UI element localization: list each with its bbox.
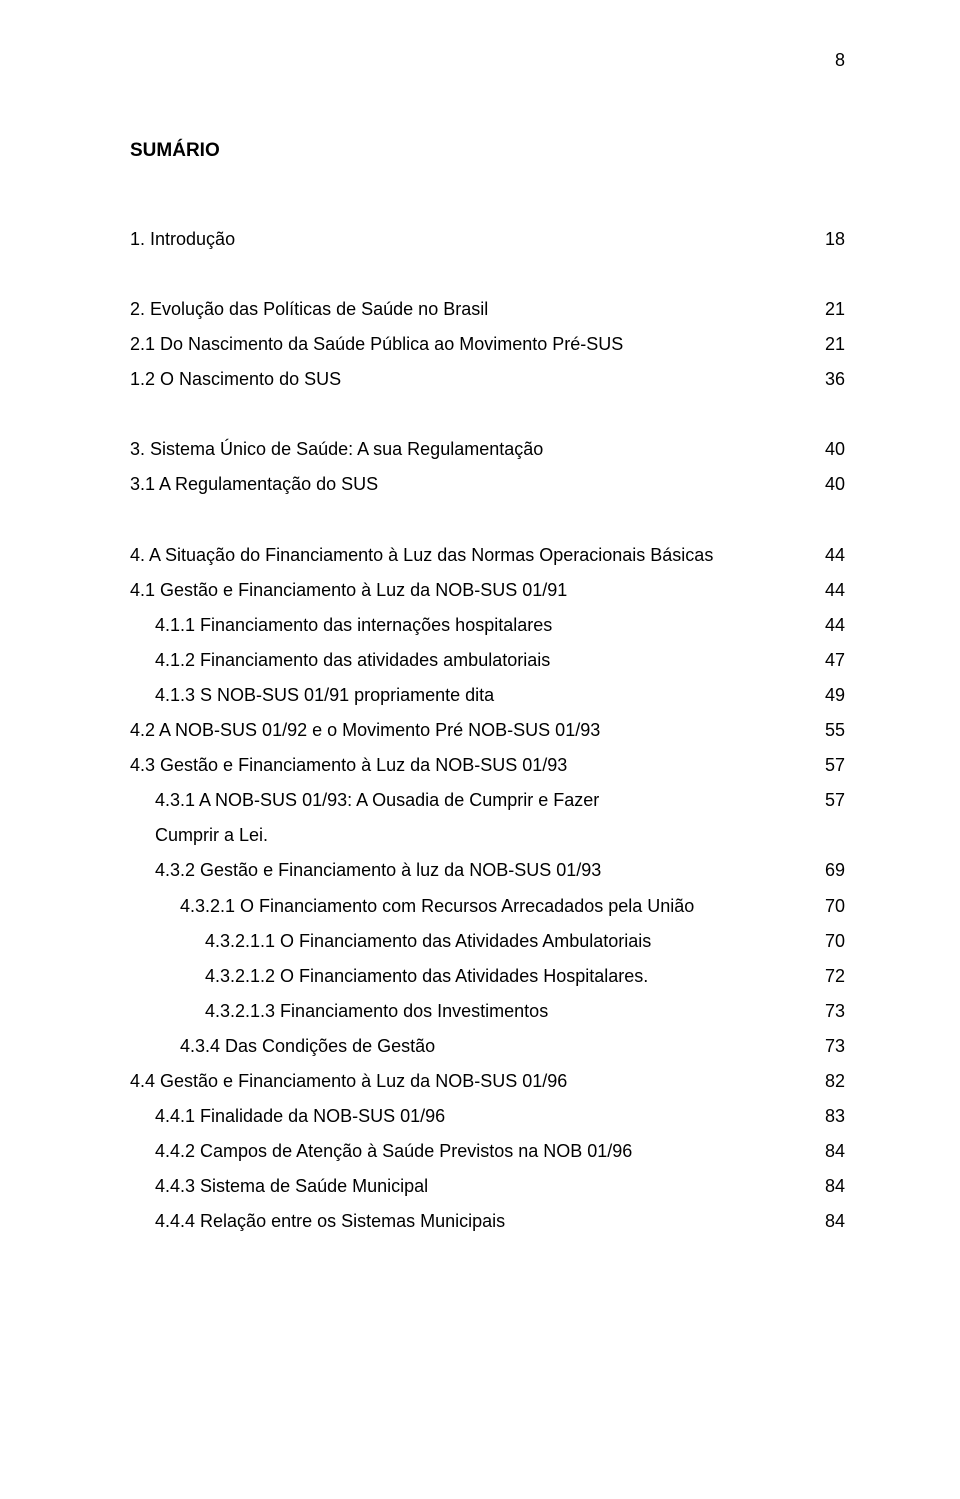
toc-spacer <box>130 257 845 292</box>
toc-entry-page: 44 <box>815 573 845 608</box>
toc-entry-page: 44 <box>815 608 845 643</box>
toc-entry-page: 21 <box>815 292 845 327</box>
toc-entry-page: 40 <box>815 432 845 467</box>
toc-entry-label: 4.3.2 Gestão e Financiamento à luz da NO… <box>130 853 815 888</box>
toc-row: 2.1 Do Nascimento da Saúde Pública ao Mo… <box>130 327 845 362</box>
toc-row: 3.1 A Regulamentação do SUS40 <box>130 467 845 502</box>
toc-entry-label: 3.1 A Regulamentação do SUS <box>130 467 815 502</box>
page-number: 8 <box>835 50 845 71</box>
toc-entry-page: 84 <box>815 1169 845 1204</box>
toc-entry-page: 40 <box>815 467 845 502</box>
toc-entry-page: 49 <box>815 678 845 713</box>
toc-entry-page: 36 <box>815 362 845 397</box>
toc-row: 4.3 Gestão e Financiamento à Luz da NOB-… <box>130 748 845 783</box>
toc-row: 4.3.2.1.1 O Financiamento das Atividades… <box>130 924 845 959</box>
toc-entry-label: 1. Introdução <box>130 222 815 257</box>
toc-entry-label: 4.3.4 Das Condições de Gestão <box>130 1029 815 1064</box>
toc-entry-label: 4.4.3 Sistema de Saúde Municipal <box>130 1169 815 1204</box>
toc-entry-label: 4.4.1 Finalidade da NOB-SUS 01/96 <box>130 1099 815 1134</box>
toc-entry-page: 84 <box>815 1204 845 1239</box>
toc-entry-page: 47 <box>815 643 845 678</box>
toc-entry-label: 2. Evolução das Políticas de Saúde no Br… <box>130 292 815 327</box>
toc-row: 4. A Situação do Financiamento à Luz das… <box>130 538 845 573</box>
toc-row: 4.3.2.1.2 O Financiamento das Atividades… <box>130 959 845 994</box>
toc-spacer <box>130 503 845 538</box>
toc-entry-page: 73 <box>815 1029 845 1064</box>
toc-entry-label: 4.3.2.1.1 O Financiamento das Atividades… <box>130 924 815 959</box>
toc-row: Cumprir a Lei. <box>130 818 845 853</box>
toc-entry-label: 4.4.2 Campos de Atenção à Saúde Previsto… <box>130 1134 815 1169</box>
toc-entry-label: 4.4.4 Relação entre os Sistemas Municipa… <box>130 1204 815 1239</box>
toc-title: SUMÁRIO <box>130 140 845 162</box>
toc-entry-page: 70 <box>815 924 845 959</box>
document-content: SUMÁRIO 1. Introdução182. Evolução das P… <box>0 0 960 1239</box>
toc-row: 4.3.2.1.3 Financiamento dos Investimento… <box>130 994 845 1029</box>
toc-entry-label: 4.1.2 Financiamento das atividades ambul… <box>130 643 815 678</box>
toc-row: 4.1 Gestão e Financiamento à Luz da NOB-… <box>130 573 845 608</box>
toc-entry-page: 84 <box>815 1134 845 1169</box>
toc-entry-page: 82 <box>815 1064 845 1099</box>
toc-entry-label: 4. A Situação do Financiamento à Luz das… <box>130 538 815 573</box>
toc-entry-label: 4.3.2.1 O Financiamento com Recursos Arr… <box>130 889 815 924</box>
toc-row: 2. Evolução das Políticas de Saúde no Br… <box>130 292 845 327</box>
toc-row: 4.4.3 Sistema de Saúde Municipal84 <box>130 1169 845 1204</box>
toc-row: 4.4.4 Relação entre os Sistemas Municipa… <box>130 1204 845 1239</box>
toc-row: 4.4.1 Finalidade da NOB-SUS 01/9683 <box>130 1099 845 1134</box>
toc-entry-label: 4.3.2.1.3 Financiamento dos Investimento… <box>130 994 815 1029</box>
toc-entry-label: 4.2 A NOB-SUS 01/92 e o Movimento Pré NO… <box>130 713 815 748</box>
toc-row: 4.1.1 Financiamento das internações hosp… <box>130 608 845 643</box>
toc-row: 4.4.2 Campos de Atenção à Saúde Previsto… <box>130 1134 845 1169</box>
toc-entry-page: 57 <box>815 783 845 818</box>
toc-row: 3. Sistema Único de Saúde: A sua Regulam… <box>130 432 845 467</box>
toc-row: 1. Introdução18 <box>130 222 845 257</box>
toc-entry-label: 4.1.3 S NOB-SUS 01/91 propriamente dita <box>130 678 815 713</box>
toc-entry-page: 70 <box>815 889 845 924</box>
toc-row: 4.3.2.1 O Financiamento com Recursos Arr… <box>130 889 845 924</box>
toc-entry-label: 4.1 Gestão e Financiamento à Luz da NOB-… <box>130 573 815 608</box>
toc-spacer <box>130 397 845 432</box>
toc-row: 4.4 Gestão e Financiamento à Luz da NOB-… <box>130 1064 845 1099</box>
toc-entry-label: 1.2 O Nascimento do SUS <box>130 362 815 397</box>
toc-entry-page: 57 <box>815 748 845 783</box>
toc-entry-page: 18 <box>815 222 845 257</box>
toc-entry-page: 73 <box>815 994 845 1029</box>
toc-row: 4.1.3 S NOB-SUS 01/91 propriamente dita4… <box>130 678 845 713</box>
toc-entry-page: 55 <box>815 713 845 748</box>
toc-row: 4.3.4 Das Condições de Gestão73 <box>130 1029 845 1064</box>
toc-row: 4.3.1 A NOB-SUS 01/93: A Ousadia de Cump… <box>130 783 845 818</box>
toc-entry-page: 69 <box>815 853 845 888</box>
toc-row: 4.1.2 Financiamento das atividades ambul… <box>130 643 845 678</box>
toc-entry-label: 3. Sistema Único de Saúde: A sua Regulam… <box>130 432 815 467</box>
toc-row: 1.2 O Nascimento do SUS36 <box>130 362 845 397</box>
toc-entry-label: 4.4 Gestão e Financiamento à Luz da NOB-… <box>130 1064 815 1099</box>
toc-container: 1. Introdução182. Evolução das Políticas… <box>130 222 845 1239</box>
toc-entry-page: 83 <box>815 1099 845 1134</box>
toc-entry-label: Cumprir a Lei. <box>130 818 815 853</box>
toc-row: 4.3.2 Gestão e Financiamento à luz da NO… <box>130 853 845 888</box>
toc-entry-page: 44 <box>815 538 845 573</box>
toc-entry-page: 72 <box>815 959 845 994</box>
toc-entry-label: 2.1 Do Nascimento da Saúde Pública ao Mo… <box>130 327 815 362</box>
toc-entry-page: 21 <box>815 327 845 362</box>
toc-entry-label: 4.1.1 Financiamento das internações hosp… <box>130 608 815 643</box>
toc-entry-label: 4.3 Gestão e Financiamento à Luz da NOB-… <box>130 748 815 783</box>
toc-entry-label: 4.3.1 A NOB-SUS 01/93: A Ousadia de Cump… <box>130 783 815 818</box>
toc-row: 4.2 A NOB-SUS 01/92 e o Movimento Pré NO… <box>130 713 845 748</box>
toc-entry-label: 4.3.2.1.2 O Financiamento das Atividades… <box>130 959 815 994</box>
